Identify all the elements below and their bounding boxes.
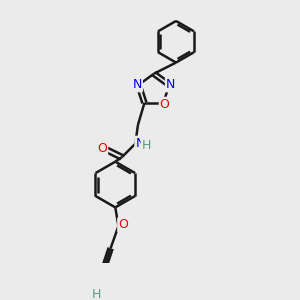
Text: O: O	[118, 218, 128, 231]
Text: N: N	[135, 137, 145, 150]
Text: O: O	[160, 98, 170, 111]
Text: H: H	[92, 288, 101, 300]
Text: H: H	[142, 139, 151, 152]
Text: O: O	[98, 142, 107, 154]
Text: N: N	[133, 78, 142, 92]
Text: N: N	[166, 78, 175, 92]
